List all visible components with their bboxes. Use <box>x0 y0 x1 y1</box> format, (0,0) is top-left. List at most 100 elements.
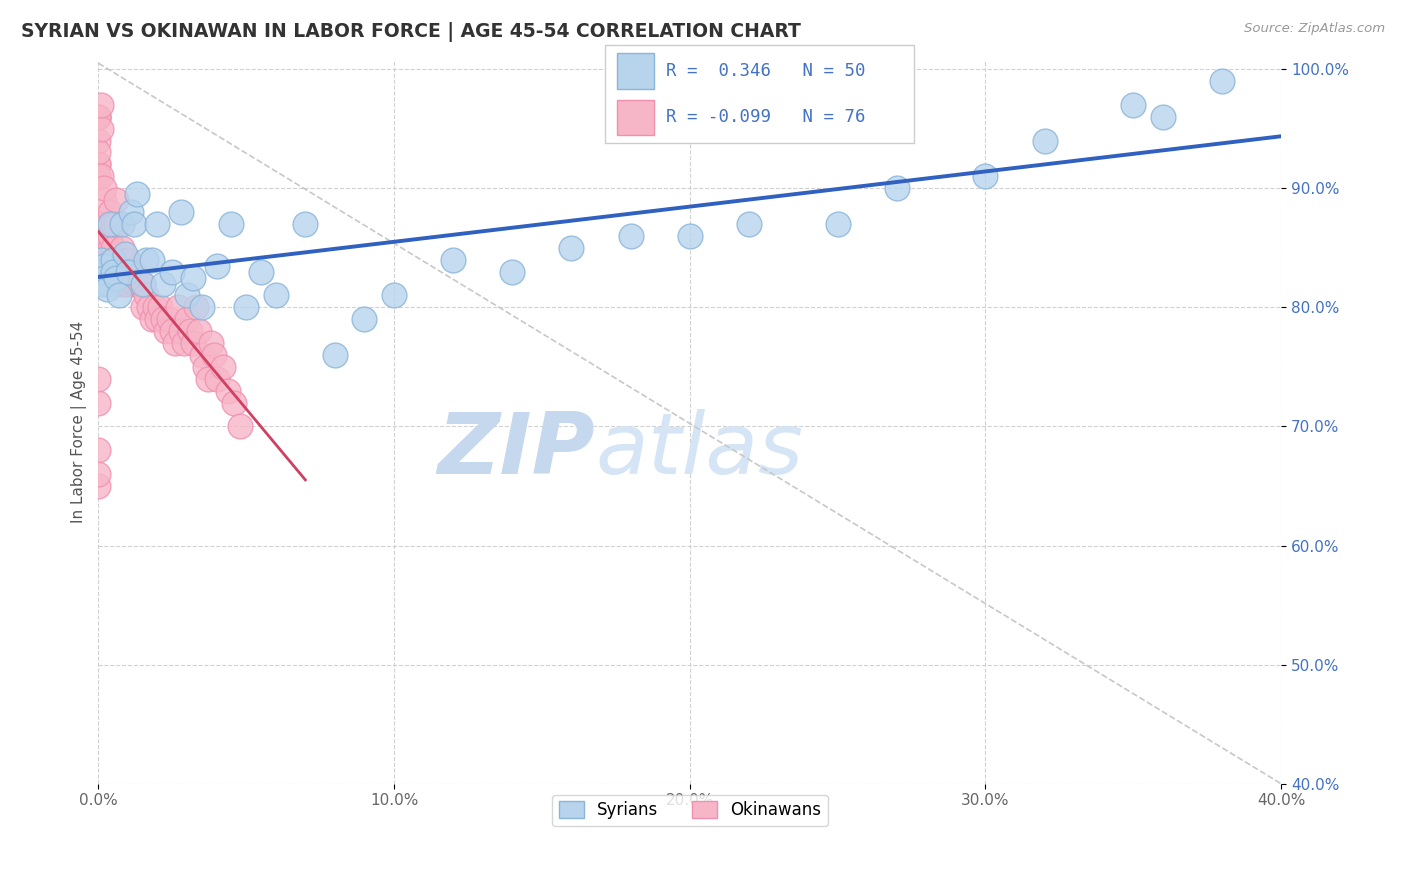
Point <box>93 270 115 285</box>
Point <box>167 301 190 315</box>
Point <box>205 259 228 273</box>
Point <box>135 252 157 267</box>
Point <box>170 324 193 338</box>
Point <box>141 312 163 326</box>
Point <box>191 301 214 315</box>
Point <box>221 217 243 231</box>
Point <box>87 157 110 171</box>
Point <box>108 264 131 278</box>
Point <box>87 372 110 386</box>
Point <box>125 187 148 202</box>
Point <box>105 270 128 285</box>
Point <box>152 277 174 291</box>
Point <box>323 348 346 362</box>
Point <box>90 121 112 136</box>
Point <box>170 205 193 219</box>
Point <box>1122 98 1144 112</box>
Point <box>108 277 131 291</box>
Point <box>114 277 136 291</box>
Point <box>162 324 184 338</box>
Point <box>619 228 641 243</box>
Point <box>501 264 523 278</box>
Point <box>98 228 121 243</box>
Point <box>162 264 184 278</box>
Point <box>738 217 761 231</box>
Point <box>90 169 112 184</box>
Point <box>96 252 118 267</box>
Point <box>128 277 150 291</box>
Point <box>87 252 110 267</box>
Point <box>235 301 257 315</box>
FancyBboxPatch shape <box>617 100 654 135</box>
Point <box>87 110 110 124</box>
Point <box>122 277 145 291</box>
Point <box>131 301 153 315</box>
Point <box>101 264 124 278</box>
Point <box>146 312 169 326</box>
Point <box>87 395 110 409</box>
Point <box>131 277 153 291</box>
Point <box>224 395 246 409</box>
Point <box>90 217 112 231</box>
Point <box>108 288 131 302</box>
Point <box>87 134 110 148</box>
Point <box>264 288 287 302</box>
Point <box>152 312 174 326</box>
Point <box>181 270 204 285</box>
Point <box>679 228 702 243</box>
Point <box>93 181 115 195</box>
Point <box>165 336 187 351</box>
Point <box>194 359 217 374</box>
Point <box>143 301 166 315</box>
Point <box>105 193 128 207</box>
FancyBboxPatch shape <box>605 45 914 143</box>
FancyBboxPatch shape <box>617 54 654 89</box>
Point <box>87 157 110 171</box>
Point <box>120 264 142 278</box>
Point <box>96 277 118 291</box>
Point <box>382 288 405 302</box>
Text: SYRIAN VS OKINAWAN IN LABOR FORCE | AGE 45-54 CORRELATION CHART: SYRIAN VS OKINAWAN IN LABOR FORCE | AGE … <box>21 22 801 42</box>
Point <box>87 110 110 124</box>
Text: Source: ZipAtlas.com: Source: ZipAtlas.com <box>1244 22 1385 36</box>
Point <box>200 336 222 351</box>
Point <box>98 241 121 255</box>
Point <box>138 301 160 315</box>
Point <box>125 277 148 291</box>
Point <box>173 336 195 351</box>
Y-axis label: In Labor Force | Age 45-54: In Labor Force | Age 45-54 <box>72 320 87 523</box>
Point <box>217 384 239 398</box>
Point <box>101 241 124 255</box>
Point <box>101 252 124 267</box>
Point <box>197 372 219 386</box>
Point <box>135 288 157 302</box>
Point <box>1211 74 1233 88</box>
Point <box>96 283 118 297</box>
Point <box>120 205 142 219</box>
Point <box>974 169 997 184</box>
Point <box>1152 110 1174 124</box>
Point <box>90 98 112 112</box>
Point <box>93 259 115 273</box>
Point <box>141 252 163 267</box>
Point <box>96 264 118 278</box>
Point <box>886 181 908 195</box>
Point <box>87 467 110 481</box>
Point <box>353 312 375 326</box>
Point <box>146 217 169 231</box>
Point <box>117 277 139 291</box>
Point <box>181 336 204 351</box>
Point <box>157 312 180 326</box>
Legend: Syrians, Okinawans: Syrians, Okinawans <box>553 795 828 826</box>
Point <box>184 301 207 315</box>
Point <box>90 252 112 267</box>
Point <box>90 277 112 291</box>
Point <box>111 252 134 267</box>
Point <box>98 205 121 219</box>
Point <box>90 264 112 278</box>
Point <box>87 479 110 493</box>
Point <box>98 217 121 231</box>
Point <box>229 419 252 434</box>
Point <box>101 252 124 267</box>
Text: ZIP: ZIP <box>437 409 595 492</box>
